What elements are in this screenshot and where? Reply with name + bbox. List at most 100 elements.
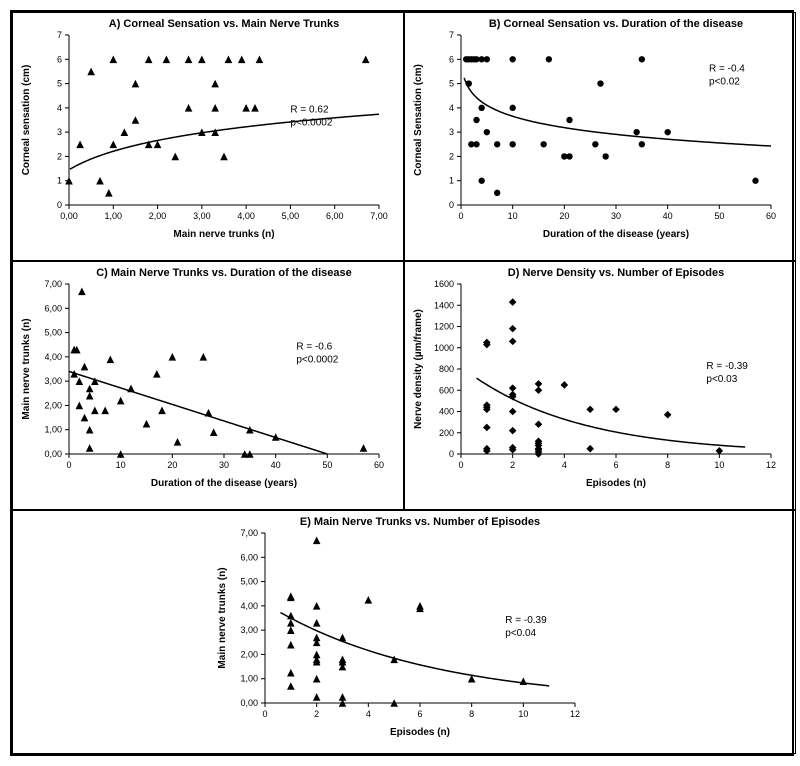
stat-label: p<0.04 [505, 628, 536, 639]
x-axis-label: Duration of the disease (years) [543, 229, 689, 240]
x-tick-label: 2 [510, 460, 515, 470]
y-tick-label: 6 [57, 54, 62, 64]
data-point [76, 377, 84, 385]
y-tick-label: 4 [449, 103, 454, 113]
chart-b: B) Corneal Sensation vs. Duration of the… [405, 13, 795, 255]
data-point [586, 406, 594, 414]
data-point [76, 140, 84, 148]
y-tick-label: 1 [449, 176, 454, 186]
data-point [169, 353, 177, 361]
data-point [535, 420, 543, 428]
data-point [561, 381, 569, 389]
data-point [540, 141, 546, 147]
y-tick-label: 400 [439, 407, 454, 417]
chart-a: A) Corneal Sensation vs. Main Nerve Trun… [13, 13, 403, 255]
data-point [287, 682, 295, 690]
x-tick-label: 3,00 [193, 211, 211, 221]
data-point [211, 104, 219, 112]
data-point [664, 129, 670, 135]
y-axis-label: Corneal sensation (cm) [21, 65, 32, 176]
data-point [81, 363, 89, 371]
data-point [716, 447, 724, 455]
data-point [101, 406, 109, 414]
chart-cell-d: D) Nerve Density vs. Number of Episodes0… [404, 261, 796, 510]
data-point [121, 128, 129, 136]
chart-title: A) Corneal Sensation vs. Main Nerve Trun… [109, 18, 339, 30]
y-tick-label: 1400 [434, 300, 454, 310]
data-point [360, 444, 368, 452]
data-point [494, 190, 500, 196]
chart-cell-e: E) Main Nerve Trunks vs. Number of Episo… [12, 510, 796, 754]
y-tick-label: 0 [57, 200, 62, 210]
x-tick-label: 20 [559, 211, 569, 221]
x-tick-label: 50 [322, 460, 332, 470]
x-tick-label: 0 [262, 709, 267, 719]
x-tick-label: 6,00 [326, 211, 344, 221]
y-tick-label: 1000 [434, 343, 454, 353]
data-point [185, 55, 193, 63]
y-tick-label: 5,00 [240, 577, 258, 587]
data-point [509, 56, 515, 62]
fit-curve [464, 78, 771, 146]
y-tick-label: 3,00 [240, 625, 258, 635]
data-point [509, 338, 517, 346]
chart-cell-a: A) Corneal Sensation vs. Main Nerve Trun… [12, 12, 404, 261]
data-point [313, 619, 321, 627]
y-tick-label: 3 [449, 127, 454, 137]
x-tick-label: 7,00 [370, 211, 388, 221]
stat-label: R = -0.39 [706, 361, 748, 372]
data-point [313, 536, 321, 544]
data-point [612, 406, 620, 414]
x-tick-label: 0,00 [60, 211, 78, 221]
data-point [365, 596, 373, 604]
fit-curve [477, 378, 746, 447]
data-point [256, 55, 264, 63]
data-point [633, 129, 639, 135]
y-tick-label: 3,00 [44, 376, 62, 386]
data-point [86, 426, 94, 434]
y-tick-label: 0,00 [44, 449, 62, 459]
data-point [483, 424, 491, 432]
chart-cell-b: B) Corneal Sensation vs. Duration of the… [404, 12, 796, 261]
y-tick-label: 1,00 [44, 425, 62, 435]
x-tick-label: 1,00 [105, 211, 123, 221]
data-point [484, 129, 490, 135]
x-tick-label: 4,00 [237, 211, 255, 221]
data-point [597, 80, 603, 86]
data-point [158, 406, 166, 414]
x-tick-label: 0 [458, 211, 463, 221]
data-point [86, 444, 94, 452]
chart-title: D) Nerve Density vs. Number of Episodes [508, 267, 724, 279]
data-point [313, 693, 321, 701]
y-tick-label: 600 [439, 385, 454, 395]
data-point [107, 355, 115, 363]
y-tick-label: 1,00 [240, 674, 258, 684]
chart-grid: A) Corneal Sensation vs. Main Nerve Trun… [10, 10, 794, 756]
x-tick-label: 20 [167, 460, 177, 470]
data-point [509, 325, 517, 333]
data-point [509, 298, 517, 306]
y-tick-label: 4,00 [240, 601, 258, 611]
chart-title: C) Main Nerve Trunks vs. Duration of the… [96, 267, 352, 279]
data-point [313, 602, 321, 610]
data-point [287, 594, 295, 602]
y-tick-label: 7 [57, 30, 62, 40]
x-tick-label: 30 [219, 460, 229, 470]
x-tick-label: 2 [314, 709, 319, 719]
y-tick-label: 6,00 [240, 552, 258, 562]
x-tick-label: 12 [570, 709, 580, 719]
data-point [566, 117, 572, 123]
x-tick-label: 6 [417, 709, 422, 719]
data-point [117, 397, 125, 405]
data-point [225, 55, 233, 63]
data-point [109, 55, 117, 63]
y-tick-label: 7,00 [44, 279, 62, 289]
y-tick-label: 1 [57, 176, 62, 186]
y-tick-label: 7,00 [240, 528, 258, 538]
data-point [752, 178, 758, 184]
data-point [639, 56, 645, 62]
data-point [362, 55, 370, 63]
y-tick-label: 2 [57, 151, 62, 161]
stat-label: R = -0.39 [505, 615, 547, 626]
x-tick-label: 50 [714, 211, 724, 221]
